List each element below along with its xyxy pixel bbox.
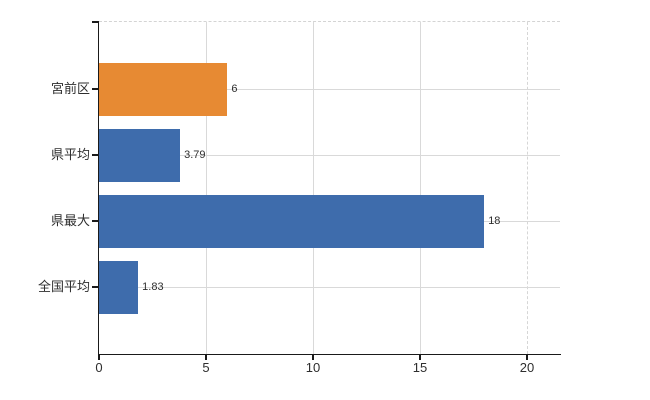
bar-value-label: 1.83 [142,281,164,293]
x-axis-tick [205,355,207,360]
x-tick-label: 5 [202,360,210,375]
category-label: 全国平均 [37,279,90,294]
category-tick [92,154,98,156]
gridline-vertical [312,22,314,354]
x-axis [97,353,561,355]
x-axis-tick [312,355,314,360]
y-axis-top-tick [92,21,98,23]
gridline-horizontal [99,286,560,288]
x-tick-label: 15 [412,360,428,375]
bar [99,194,485,248]
y-axis [97,21,99,354]
gridline-vertical [526,22,528,354]
bar-value-label: 3.79 [184,149,206,161]
gridline-horizontal [99,154,560,156]
category-tick [92,88,98,90]
gridline-horizontal [99,88,560,90]
gridline-vertical [205,22,207,354]
x-tick-label: 10 [305,360,321,375]
category-label: 県平均 [50,147,90,162]
plot-area-top-border [99,21,560,22]
x-tick-label: 20 [519,360,535,375]
x-tick-label: 0 [95,360,103,375]
bar-value-label: 18 [488,215,501,227]
x-axis-tick [98,355,100,360]
bar [99,128,181,182]
x-axis-tick [419,355,421,360]
bar [99,260,139,314]
gridline-vertical [419,22,421,354]
bar [99,62,228,116]
category-tick [92,220,98,222]
category-label: 県最大 [50,213,90,228]
category-tick [92,286,98,288]
bar-value-label: 6 [231,83,238,95]
category-label: 宮前区 [50,81,90,96]
x-axis-tick [526,355,528,360]
